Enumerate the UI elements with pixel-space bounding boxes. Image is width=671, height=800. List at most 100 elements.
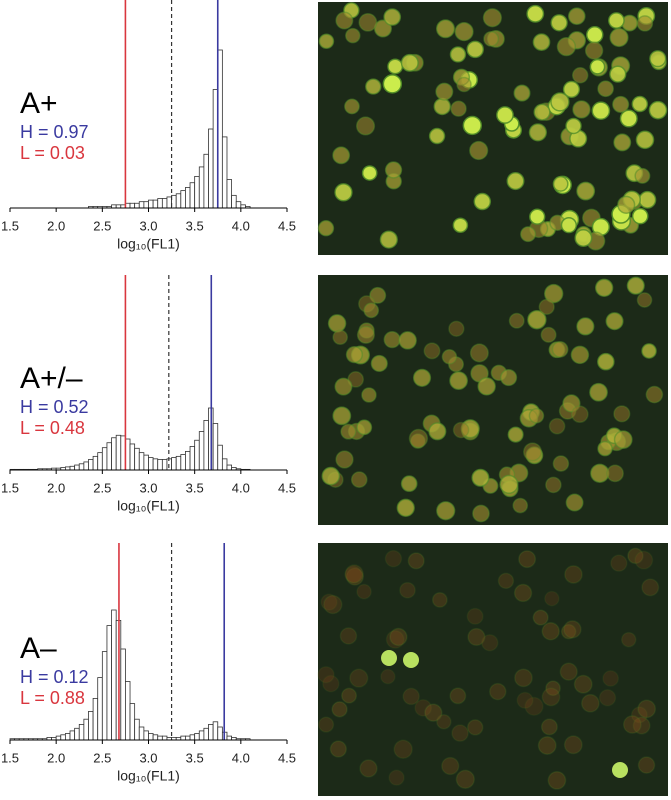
cell — [414, 698, 433, 717]
cell — [550, 14, 568, 32]
cell — [403, 652, 419, 668]
cell — [500, 369, 518, 387]
cell — [408, 428, 429, 449]
cell — [520, 226, 537, 243]
cell — [612, 762, 628, 778]
cell — [384, 161, 403, 179]
cell — [548, 417, 566, 435]
cell — [355, 116, 376, 136]
cell — [631, 95, 649, 113]
cell — [563, 735, 583, 755]
cell — [344, 564, 364, 584]
bar — [148, 199, 154, 209]
cell — [513, 583, 533, 603]
cell — [597, 440, 613, 457]
bar — [138, 201, 145, 209]
cell — [541, 687, 561, 707]
cell — [631, 207, 649, 225]
bar — [78, 724, 85, 741]
annotation: L = 0.88 — [20, 688, 85, 708]
cell — [637, 756, 656, 774]
cell — [317, 665, 335, 684]
cell — [449, 46, 467, 63]
cell — [381, 650, 397, 666]
bar — [74, 727, 80, 741]
cell — [563, 620, 582, 639]
cell — [452, 421, 470, 439]
cell — [508, 312, 525, 329]
bar — [134, 202, 140, 209]
cell — [641, 578, 660, 597]
annotation: H = 0.52 — [20, 397, 89, 417]
bar — [208, 724, 214, 741]
bar — [221, 458, 228, 471]
cell — [345, 346, 364, 364]
cell — [570, 405, 589, 424]
cell — [423, 342, 441, 360]
cell — [540, 718, 558, 736]
micrographs — [317, 2, 668, 796]
cell — [590, 463, 610, 483]
cell — [634, 550, 654, 570]
bar — [203, 419, 209, 471]
bar — [185, 187, 191, 209]
bar — [194, 733, 200, 741]
bar — [226, 735, 233, 741]
cell — [556, 36, 577, 57]
cell — [363, 302, 380, 319]
x-tick-label: 4.5 — [278, 480, 296, 495]
cell — [626, 276, 645, 295]
cell — [322, 674, 340, 693]
cell — [449, 371, 468, 391]
cell — [497, 572, 515, 590]
x-tick-label: 1.5 — [1, 218, 19, 233]
bar — [111, 437, 117, 471]
cell — [606, 464, 624, 483]
bar — [221, 136, 228, 209]
bar — [97, 452, 103, 471]
cell — [428, 422, 447, 441]
cell — [545, 476, 562, 494]
cell — [526, 4, 545, 23]
cell — [572, 100, 591, 119]
cell — [365, 78, 382, 95]
bar — [78, 463, 85, 471]
cell — [317, 220, 335, 237]
cell — [332, 329, 349, 346]
cell — [632, 716, 651, 735]
cell — [612, 95, 630, 113]
bar — [198, 166, 205, 209]
cell — [334, 183, 353, 202]
cell — [649, 50, 667, 68]
cell — [537, 736, 557, 755]
cell — [466, 719, 484, 736]
cell — [532, 609, 549, 626]
bar — [161, 459, 168, 471]
bar — [231, 194, 237, 209]
cell — [335, 11, 354, 30]
cell — [334, 377, 353, 396]
bar — [65, 733, 71, 741]
cell — [389, 627, 408, 647]
cell — [538, 298, 555, 316]
x-axis-label: log₁₀(FL1) — [117, 768, 180, 784]
bar — [92, 698, 99, 741]
cell — [441, 349, 458, 365]
cell — [431, 591, 448, 608]
cell — [507, 426, 524, 443]
bar — [101, 447, 108, 471]
x-tick-label: 4.0 — [232, 480, 250, 495]
cell — [320, 593, 338, 611]
bar — [143, 454, 149, 471]
bar — [143, 201, 149, 209]
bar — [226, 464, 233, 471]
cell — [349, 668, 369, 688]
cell — [544, 590, 560, 607]
cell — [622, 715, 642, 734]
cell — [400, 53, 419, 72]
bar — [83, 461, 89, 471]
cell — [332, 406, 352, 426]
cell — [573, 674, 593, 694]
cell — [527, 309, 547, 330]
x-tick-label: 3.5 — [186, 218, 204, 233]
